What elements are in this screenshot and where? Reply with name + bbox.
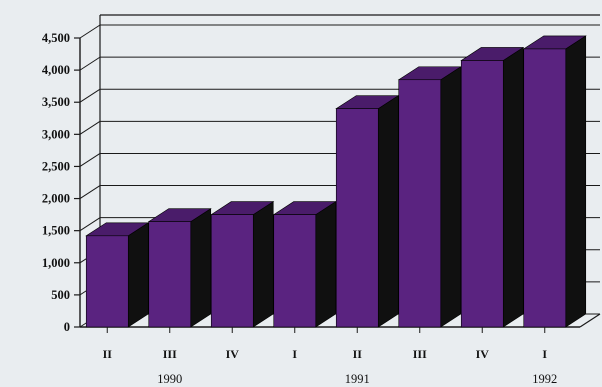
y-tick-label: 4,000 [42,63,70,77]
bar [273,214,317,328]
bar [335,108,379,328]
grid-depth-connector [79,185,101,199]
bar [85,235,129,328]
y-tick-label: 0 [64,320,70,334]
x-group-label: 1991 [345,372,370,386]
x-tick-label: IV [476,347,490,361]
y-tick-label: 3,000 [42,127,70,141]
bar-side [252,201,274,328]
grid-depth-connector [79,120,101,135]
bar-side [440,66,462,328]
bar [148,221,192,328]
x-tick-label: II [353,347,363,361]
x-tick-label: II [103,347,113,361]
y-tick-label: 500 [51,288,70,302]
y-tick-label: 2,500 [42,159,70,173]
bar [398,79,442,328]
x-group-label: 1990 [157,372,182,386]
y-tick-label: 1,500 [42,224,70,238]
bar [210,214,254,328]
bar [460,60,504,328]
y-tick-label: 2,000 [42,192,70,206]
bar-side [565,35,587,328]
grid-depth-connector [79,153,101,167]
x-group-label: 1992 [532,372,557,386]
bar [523,48,567,328]
bar-side [377,95,399,328]
grid-depth-connector [79,217,101,232]
floor-right-edge [579,313,601,328]
y-tick-label: 1,000 [42,256,70,270]
x-tick-label: IV [226,347,240,361]
x-tick-label: I [542,347,547,361]
bar-side [190,208,212,328]
grid-depth-connector [79,88,101,103]
grid-depth-connector [79,56,101,71]
x-tick-label: I [292,347,297,361]
bar-side [315,201,337,328]
bar-side [127,222,149,328]
x-tick-label: III [413,347,427,361]
x-tick-label: III [163,347,177,361]
grid-depth-connector [79,24,101,39]
y-tick-label: 3,500 [42,95,70,109]
y-tick-label: 4,500 [42,31,70,45]
bar-side [502,46,524,328]
